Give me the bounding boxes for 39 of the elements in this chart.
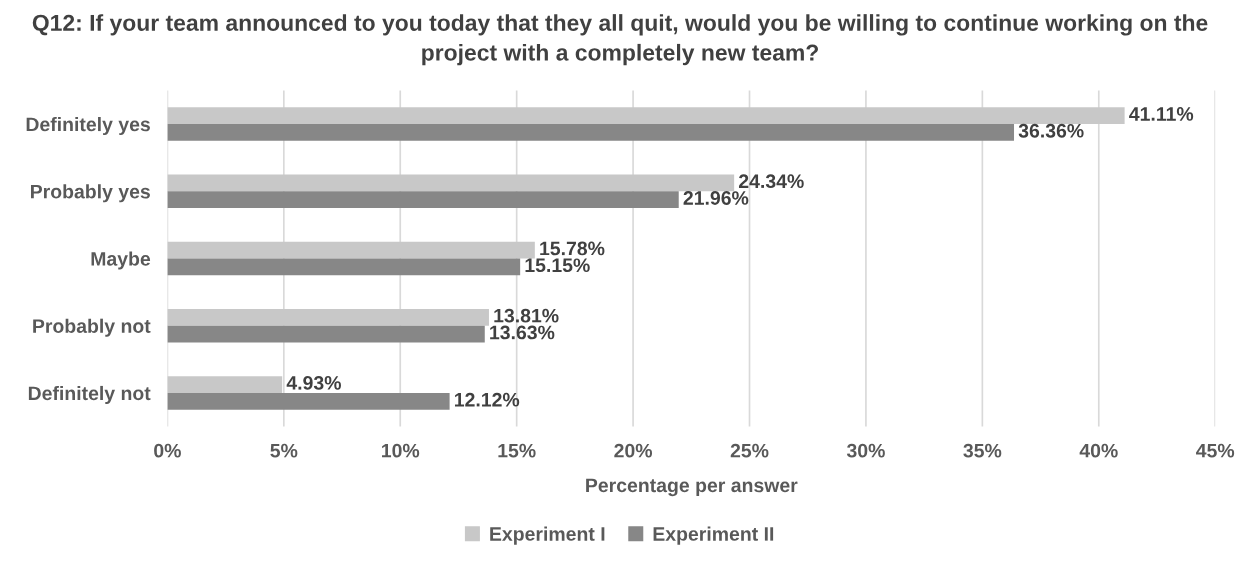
- data-label: 24.34%: [738, 174, 804, 189]
- x-tick-label: 5%: [270, 443, 298, 458]
- chart-title: Q12: If your team announced to you today that they all quit, would you be willing to continue working on the project with a completely new team?: [32, 14, 1208, 66]
- y-tick-label: Maybe: [91, 251, 151, 270]
- legend-label: Experiment II: [653, 526, 774, 545]
- data-label: 15.15%: [525, 258, 590, 273]
- x-tick-label: 40%: [1079, 443, 1118, 458]
- y-tick-label: Definitely yes: [26, 116, 150, 136]
- bar: [167, 191, 679, 209]
- legend-label: Experiment I: [490, 526, 605, 545]
- data-label: 41.11%: [1129, 107, 1194, 121]
- data-label: 36.36%: [1018, 123, 1084, 138]
- bar: [167, 325, 485, 343]
- bar: [167, 392, 450, 410]
- bar: [167, 308, 489, 326]
- data-label: 13.63%: [490, 325, 555, 340]
- bar: [167, 258, 521, 276]
- x-tick-label: 20%: [614, 443, 653, 458]
- data-label: 13.81%: [494, 308, 559, 323]
- x-tick-label: 30%: [846, 443, 885, 458]
- y-tick-label: Probably not: [33, 318, 151, 337]
- bar: [167, 174, 735, 192]
- x-tick-label: 35%: [963, 443, 1002, 458]
- x-tick-label: 15%: [498, 443, 536, 458]
- bar: [167, 107, 1125, 125]
- y-tick-label: Probably yes: [31, 184, 150, 203]
- data-label: 12.12%: [455, 392, 520, 407]
- x-tick-label: 45%: [1196, 443, 1235, 458]
- x-tick-label: 0%: [154, 443, 181, 458]
- data-label: 21.96%: [683, 191, 749, 205]
- y-tick-label: Definitely not: [28, 385, 151, 405]
- data-label: 15.78%: [540, 241, 605, 256]
- data-label: 4.93%: [286, 376, 341, 390]
- bar: [167, 124, 1015, 141]
- bar: [167, 241, 535, 259]
- x-axis-title: Percentage per answer: [586, 478, 798, 497]
- x-tick-label: 10%: [382, 443, 420, 458]
- bar: [167, 376, 283, 393]
- x-tick-label: 25%: [730, 443, 769, 458]
